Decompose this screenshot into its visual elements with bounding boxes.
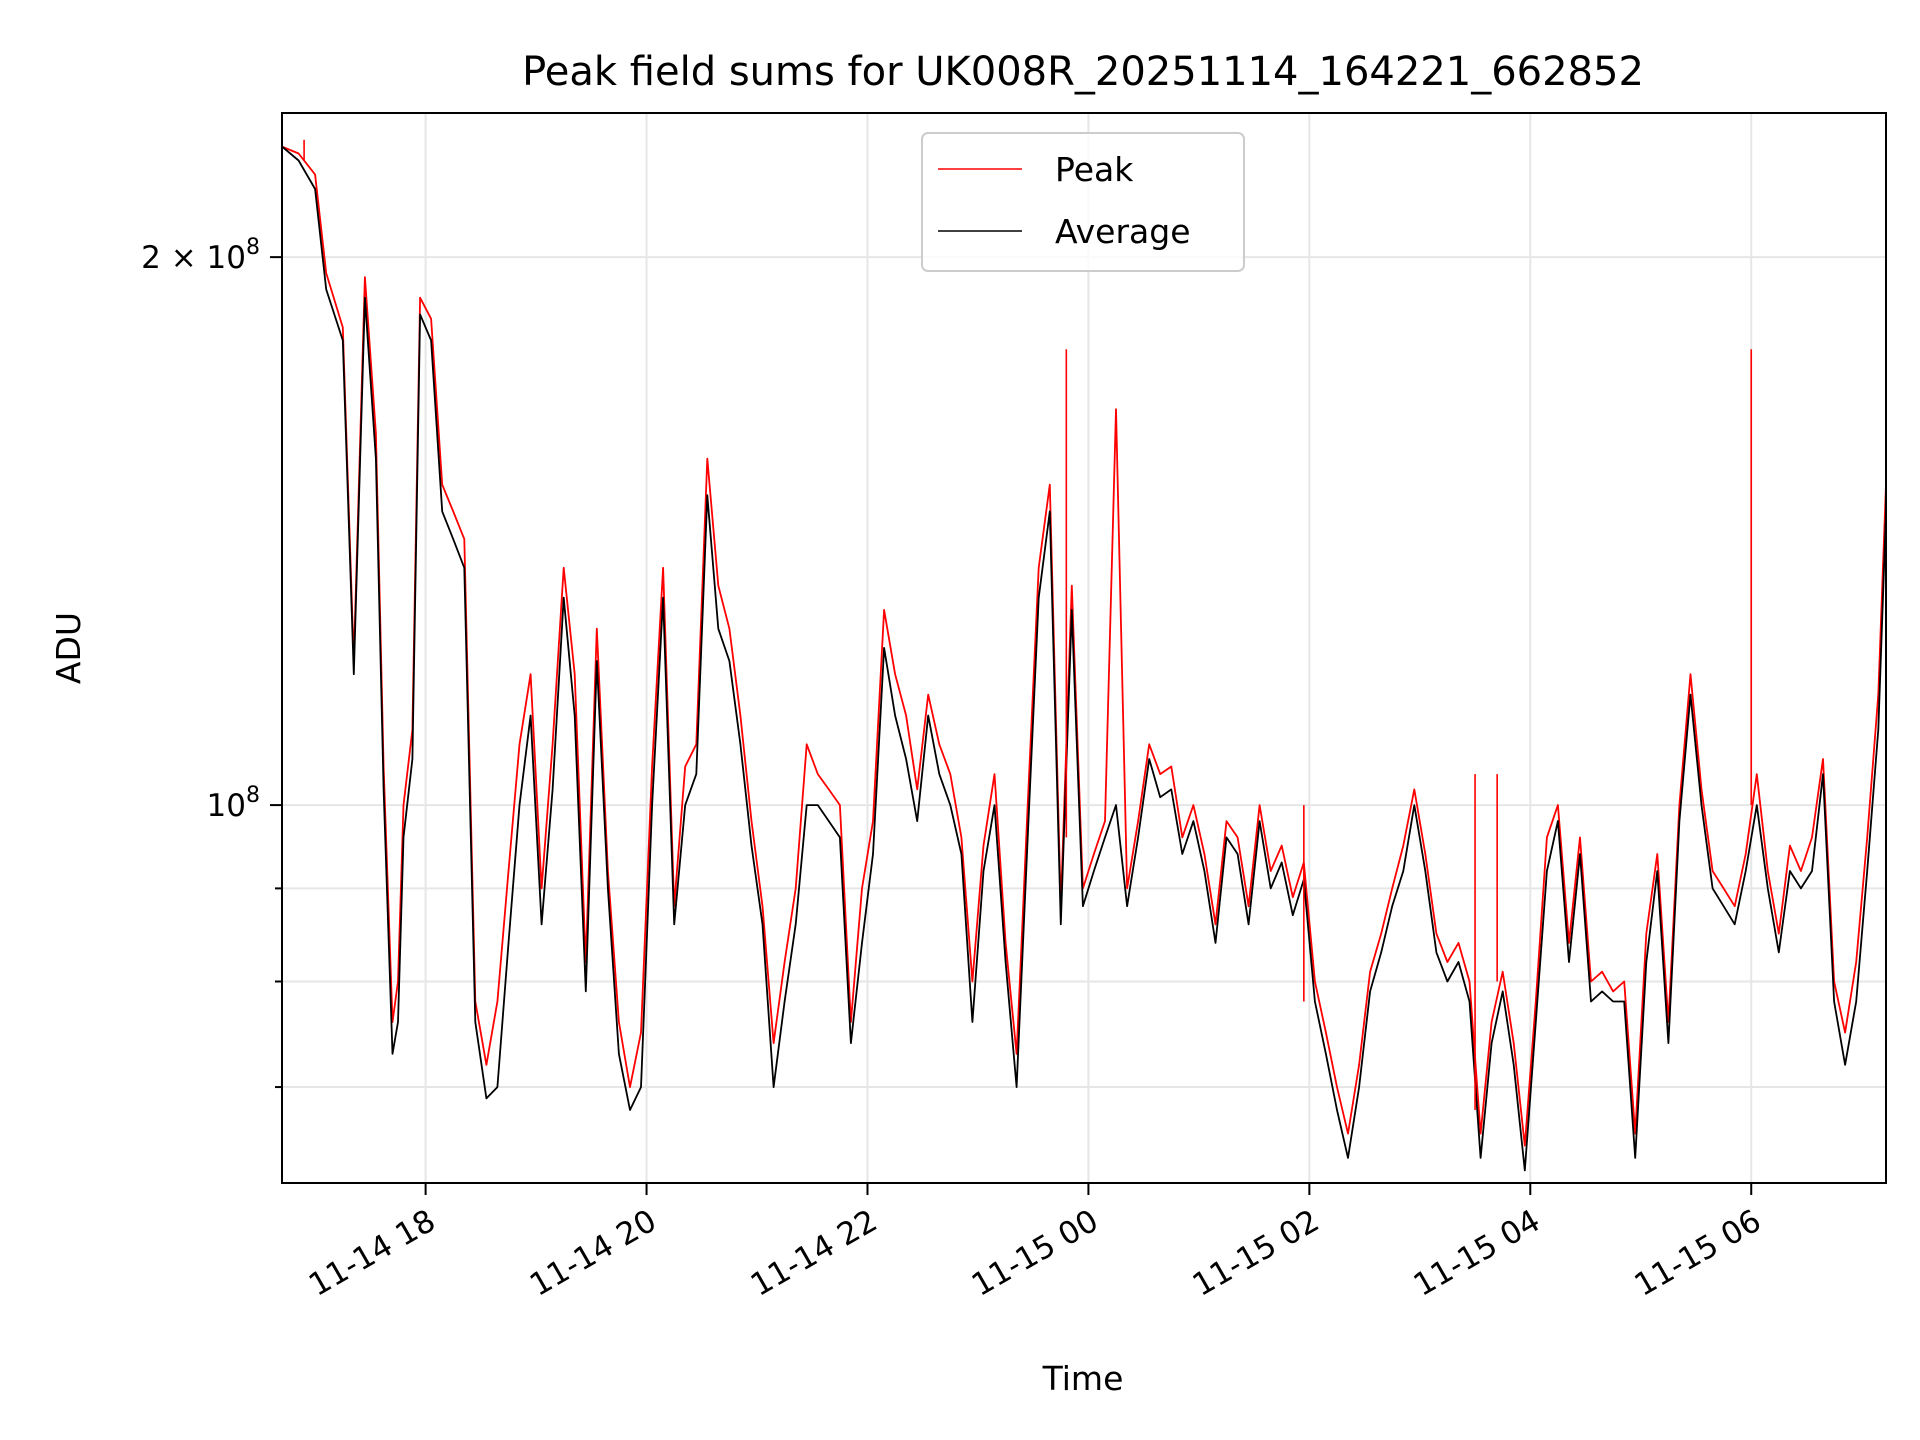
series-line-average (282, 145, 1886, 1172)
series-layer (282, 139, 1886, 1172)
y-tick-label: 2 × 108 (141, 235, 260, 276)
plot-frame (281, 112, 1887, 1184)
legend: Peak Average (921, 132, 1245, 272)
y-axis: 108 2 × 108 (141, 235, 282, 1089)
x-axis-label: Time (1042, 1359, 1124, 1398)
legend-label-average: Average (1055, 212, 1191, 251)
chart-title: Peak field sums for UK008R_20251114_1642… (522, 49, 1644, 95)
y-axis-label: ADU (49, 612, 88, 684)
legend-label-peak: Peak (1055, 150, 1134, 189)
grid (282, 113, 1886, 1183)
legend-box (921, 132, 1245, 272)
y-tick-label: 108 (207, 783, 260, 824)
